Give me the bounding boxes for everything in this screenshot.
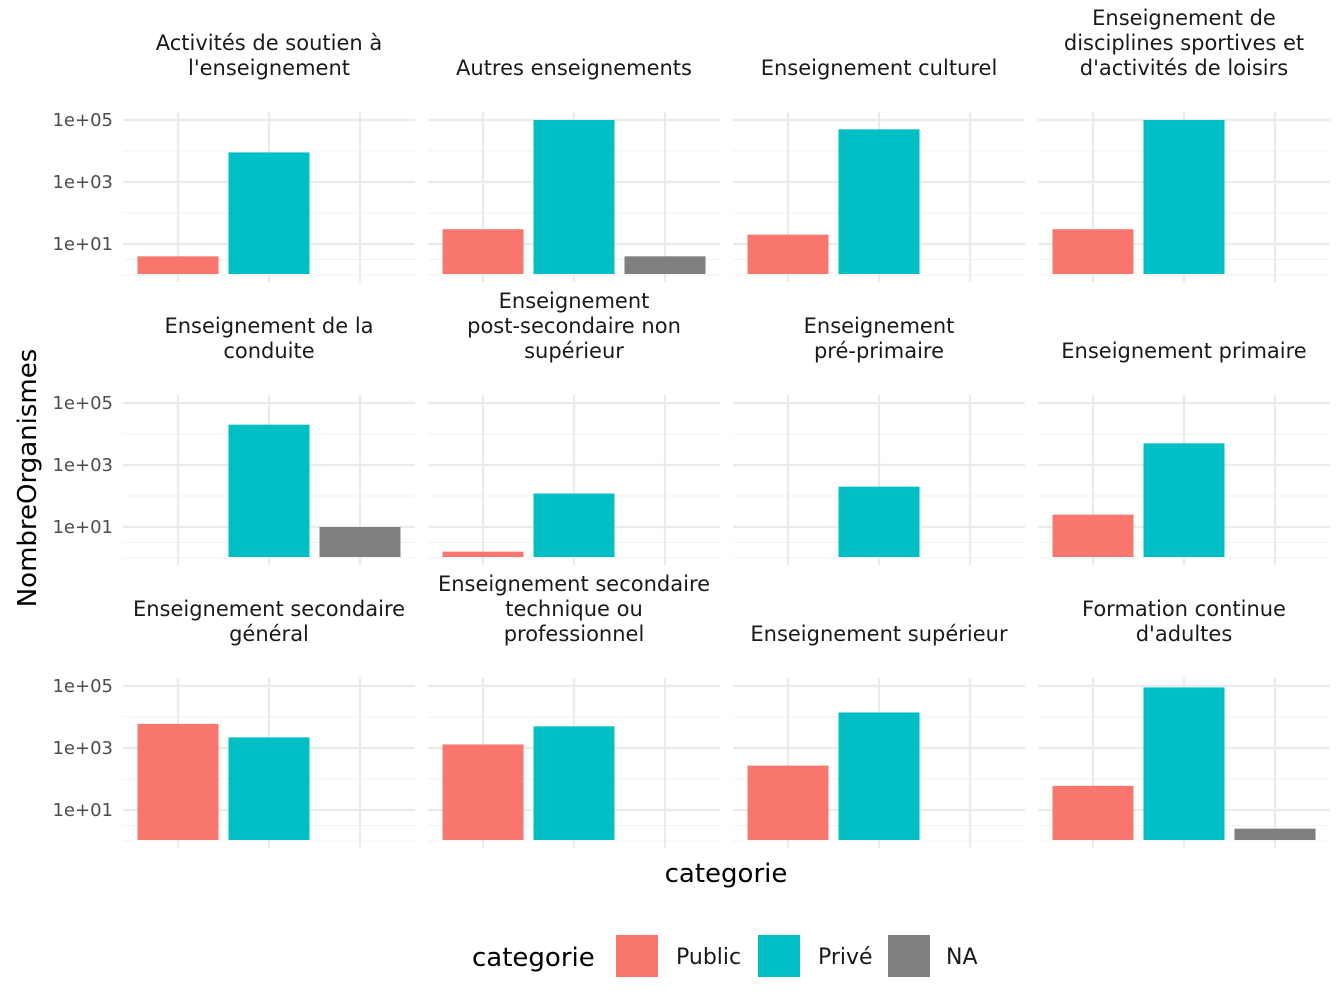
bar-public	[747, 234, 829, 274]
panel-title: Enseignement de la	[164, 314, 373, 338]
bar-public	[1052, 229, 1134, 274]
bar-public	[137, 723, 219, 840]
y-tick-label: 1e+03	[52, 172, 113, 193]
legend-key	[616, 935, 658, 977]
y-tick-label: 1e+01	[52, 234, 113, 255]
panel-title: Formation continue	[1082, 597, 1286, 621]
panels-layer: Activités de soutien àl'enseignement 1e+0…	[52, 6, 1330, 848]
panel-title: conduite	[223, 339, 314, 363]
panel-title: Enseignement secondaire	[133, 597, 405, 621]
panel-title: Enseignement secondaire	[438, 572, 710, 596]
bar-public	[1052, 514, 1134, 557]
x-axis-title: categorie	[665, 859, 788, 889]
y-axis-title: NombreOrganismes	[13, 349, 43, 608]
panel-title: Enseignement culturel	[761, 56, 998, 80]
y-tick-label: 1e+05	[52, 676, 113, 697]
y-tick-label: 1e+01	[52, 800, 113, 821]
panel-title: Enseignement primaire	[1061, 339, 1306, 363]
bar-prive	[1143, 120, 1225, 274]
panel-title: Enseignement	[499, 289, 650, 313]
panel-title: d'adultes	[1136, 622, 1233, 646]
bar-public	[1052, 785, 1134, 840]
bar-prive	[228, 737, 310, 840]
legend-label: NA	[946, 945, 978, 970]
facet-panel: Enseignement primaire	[1038, 339, 1330, 565]
legend-key	[758, 935, 800, 977]
panel-title: pré-primaire	[814, 339, 944, 363]
panel-title: disciplines sportives et	[1064, 31, 1304, 55]
bar-prive	[838, 486, 920, 557]
bar-prive	[228, 152, 310, 274]
y-tick-label: 1e+05	[52, 110, 113, 131]
bar-na	[624, 256, 706, 274]
y-tick-label: 1e+01	[52, 517, 113, 538]
panel-title: Enseignement	[804, 314, 955, 338]
bar-public	[442, 551, 524, 557]
bar-prive	[533, 120, 615, 274]
bar-prive	[838, 129, 920, 274]
bar-public	[137, 256, 219, 274]
bar-prive	[1143, 687, 1225, 840]
legend-title: categorie	[472, 943, 595, 973]
panel-title: Autres enseignements	[456, 56, 692, 80]
legend-label: Public	[676, 945, 741, 970]
facet-panel: Activités de soutien àl'enseignement 1e+0…	[52, 31, 415, 282]
bar-na	[319, 527, 401, 557]
bar-na	[1234, 828, 1316, 840]
panel-title: supérieur	[524, 339, 624, 363]
panel-title: technique ou	[505, 597, 643, 621]
bar-prive	[228, 424, 310, 557]
y-tick-label: 1e+03	[52, 455, 113, 476]
facet-panel: Enseignement culturel	[733, 56, 1025, 282]
panel-title: général	[229, 622, 309, 646]
bar-public	[442, 229, 524, 274]
facet-panel: Autres enseignements	[428, 56, 720, 282]
bar-prive	[1143, 443, 1225, 557]
y-tick-label: 1e+05	[52, 393, 113, 414]
bar-prive	[838, 712, 920, 840]
bar-prive	[533, 726, 615, 840]
panel-title: Activités de soutien à	[156, 31, 383, 55]
panel-title: post-secondaire non	[467, 314, 681, 338]
panel-title: professionnel	[504, 622, 645, 646]
panel-title: Enseignement de	[1092, 6, 1276, 30]
panel-title: Enseignement supérieur	[750, 622, 1008, 646]
bar-prive	[533, 493, 615, 557]
y-tick-label: 1e+03	[52, 738, 113, 759]
legend-items: Public Privé NA	[616, 935, 978, 977]
panel-title: l'enseignement	[188, 56, 350, 80]
bar-public	[747, 765, 829, 840]
legend-key	[888, 935, 930, 977]
bar-public	[442, 744, 524, 840]
facet-panel: Enseignement supérieur	[733, 622, 1025, 848]
legend: categorie Public Privé NA	[472, 935, 978, 977]
legend-label: Privé	[818, 945, 873, 970]
panel-title: d'activités de loisirs	[1080, 56, 1288, 80]
